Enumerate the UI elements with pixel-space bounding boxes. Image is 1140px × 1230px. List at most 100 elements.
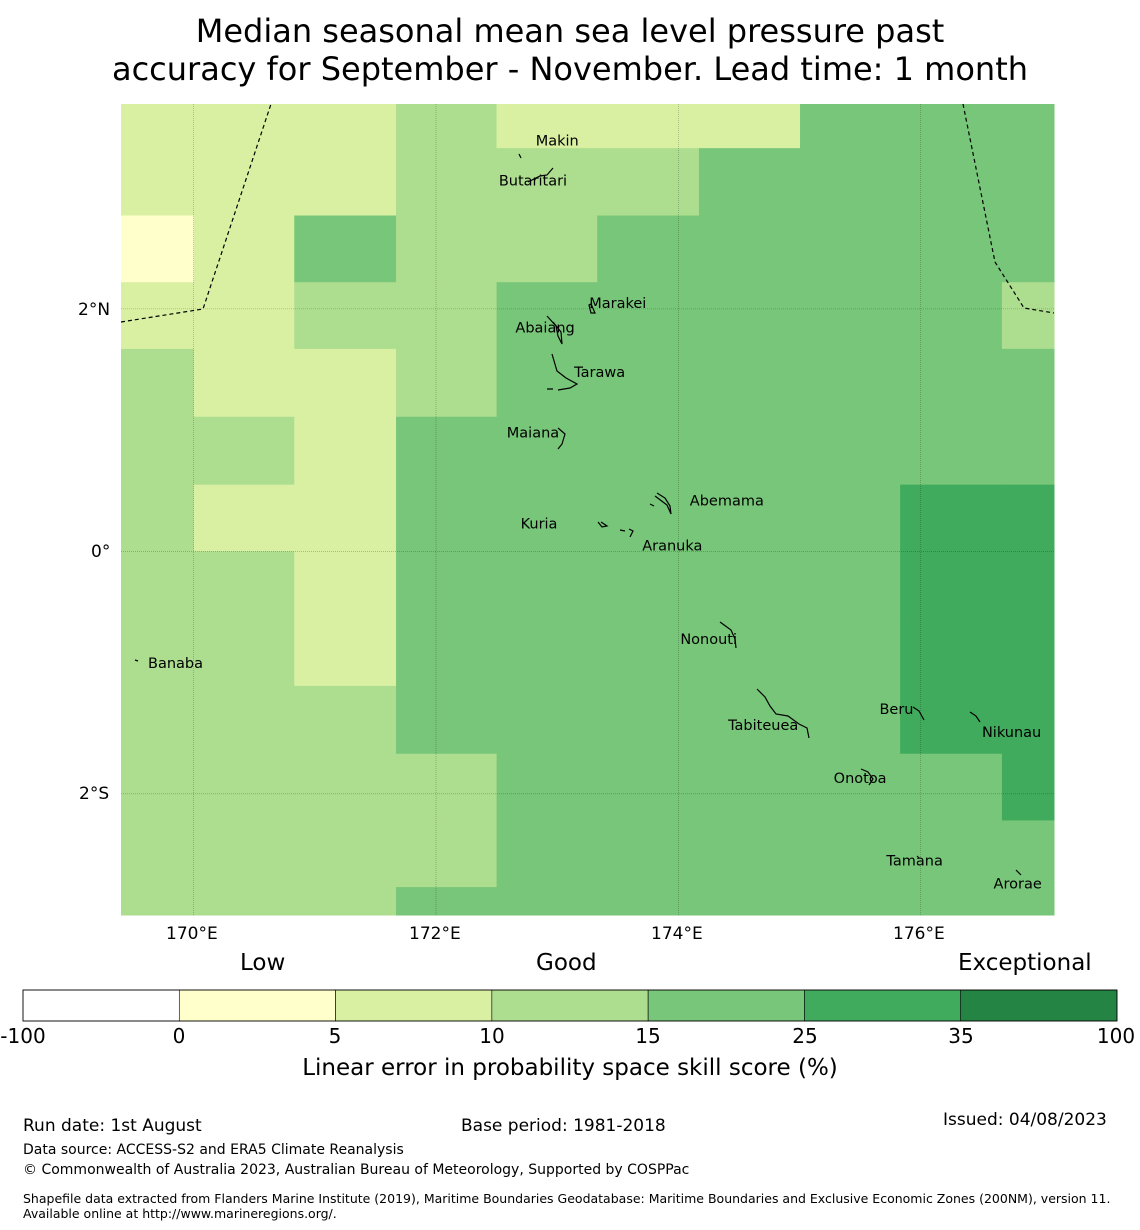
place-label-arorae: Arorae	[994, 877, 1042, 893]
skill-cell	[597, 617, 700, 687]
skill-cell	[799, 685, 901, 755]
skill-cell	[193, 685, 295, 755]
map-title-line-1: Median seasonal mean sea level pressure …	[195, 12, 945, 50]
island-nikunau	[969, 711, 981, 723]
skill-cell	[294, 685, 397, 755]
skill-cell	[698, 551, 801, 619]
lat-tick-0: 0°	[91, 542, 111, 562]
skill-cell	[900, 416, 1003, 486]
island-beru	[912, 706, 925, 721]
skill-cell	[396, 551, 498, 619]
cb-tick: 10	[479, 1024, 505, 1048]
skill-cell	[900, 551, 1003, 619]
skill-cell	[900, 753, 1003, 821]
skill-cell	[597, 820, 700, 888]
place-label-onotoa: Onotoa	[834, 771, 887, 787]
skill-cell	[396, 348, 498, 418]
skill-cell	[496, 484, 598, 552]
skill-cell	[900, 348, 1003, 418]
island-banaba	[134, 659, 139, 662]
skill-cell	[294, 282, 397, 350]
colorbar-frame	[22, 989, 1118, 1022]
skill-cell	[396, 416, 498, 486]
skill-cell	[396, 685, 498, 755]
skill-cell	[900, 104, 1003, 149]
skill-cell	[799, 617, 901, 687]
skill-cell	[597, 484, 700, 552]
skill-cell	[698, 282, 801, 350]
skill-cell	[698, 685, 801, 755]
skill-cell	[698, 104, 801, 149]
island-tarawa	[547, 353, 579, 391]
skill-cell	[294, 147, 397, 217]
skill-cell	[1001, 753, 1055, 821]
place-label-butaritari: Butaritari	[499, 174, 567, 190]
skill-cell	[1001, 416, 1055, 486]
skill-cell	[193, 416, 295, 486]
lon-tick-172e: 172°E	[409, 924, 461, 944]
skill-cell	[799, 147, 901, 217]
place-label-marakei: Marakei	[589, 296, 646, 312]
graticule	[121, 104, 1054, 915]
skill-cell	[121, 147, 195, 217]
skill-cell	[698, 753, 801, 821]
skill-cell	[597, 887, 700, 916]
skill-cell	[799, 215, 901, 283]
skill-cell	[799, 753, 901, 821]
run-date: Run date: 1st August	[23, 1116, 202, 1136]
skill-cell	[294, 753, 397, 821]
cb-tick: 25	[792, 1024, 818, 1048]
colorbar-segment	[491, 989, 649, 1022]
skill-cell	[1001, 484, 1055, 552]
lon-tick-170e: 170°E	[166, 924, 218, 944]
island-arorae	[1015, 869, 1022, 876]
colorbar	[22, 989, 1118, 1022]
place-label-makin: Makin	[536, 134, 579, 150]
island-maiana	[557, 427, 566, 450]
skill-cell	[900, 820, 1003, 888]
colorbar-label: Linear error in probability space skill …	[302, 1055, 838, 1081]
skill-cell	[698, 348, 801, 418]
skill-cell	[396, 617, 498, 687]
skill-cell	[1001, 215, 1055, 283]
island-butaritari	[527, 167, 554, 183]
skill-cell	[799, 820, 901, 888]
skill-cell	[900, 887, 1003, 916]
place-labels: Makin Butaritari Marakei Abaiang Tarawa Maian…	[148, 134, 1042, 893]
skill-cell	[597, 685, 700, 755]
colorbar-segment	[647, 989, 805, 1022]
colorbar-segment	[178, 989, 336, 1022]
place-label-abaiang: Abaiang	[515, 320, 574, 336]
skill-cell	[496, 685, 598, 755]
skill-cell	[294, 348, 397, 418]
skill-cell	[1001, 282, 1055, 350]
place-label-tarawa: Tarawa	[573, 365, 625, 381]
skill-cell	[900, 484, 1003, 552]
lat-tick-2n: 2°N	[78, 300, 111, 320]
skill-cell	[121, 348, 195, 418]
skill-cell	[294, 215, 397, 283]
skill-cell	[396, 753, 498, 821]
skill-cell	[193, 820, 295, 888]
skill-cell	[799, 348, 901, 418]
place-label-beru: Beru	[879, 702, 913, 718]
cb-tick: -100	[0, 1024, 46, 1048]
skill-cell	[193, 551, 295, 619]
skill-cell	[496, 887, 598, 916]
skill-cell	[294, 484, 397, 552]
eez-boundary-west	[120, 103, 272, 323]
skill-cell	[1001, 617, 1055, 687]
skill-cell	[294, 820, 397, 888]
place-label-kuria: Kuria	[521, 517, 558, 533]
skill-cell	[294, 551, 397, 619]
island-aranuka	[619, 528, 634, 538]
island-tamana	[916, 855, 920, 859]
skill-cell	[121, 753, 195, 821]
island-abaiang	[546, 315, 563, 345]
place-label-banaba: Banaba	[148, 656, 203, 672]
skill-cell	[597, 753, 700, 821]
skill-cell	[698, 484, 801, 552]
skill-cell	[121, 887, 195, 916]
skill-cell	[1001, 820, 1055, 888]
